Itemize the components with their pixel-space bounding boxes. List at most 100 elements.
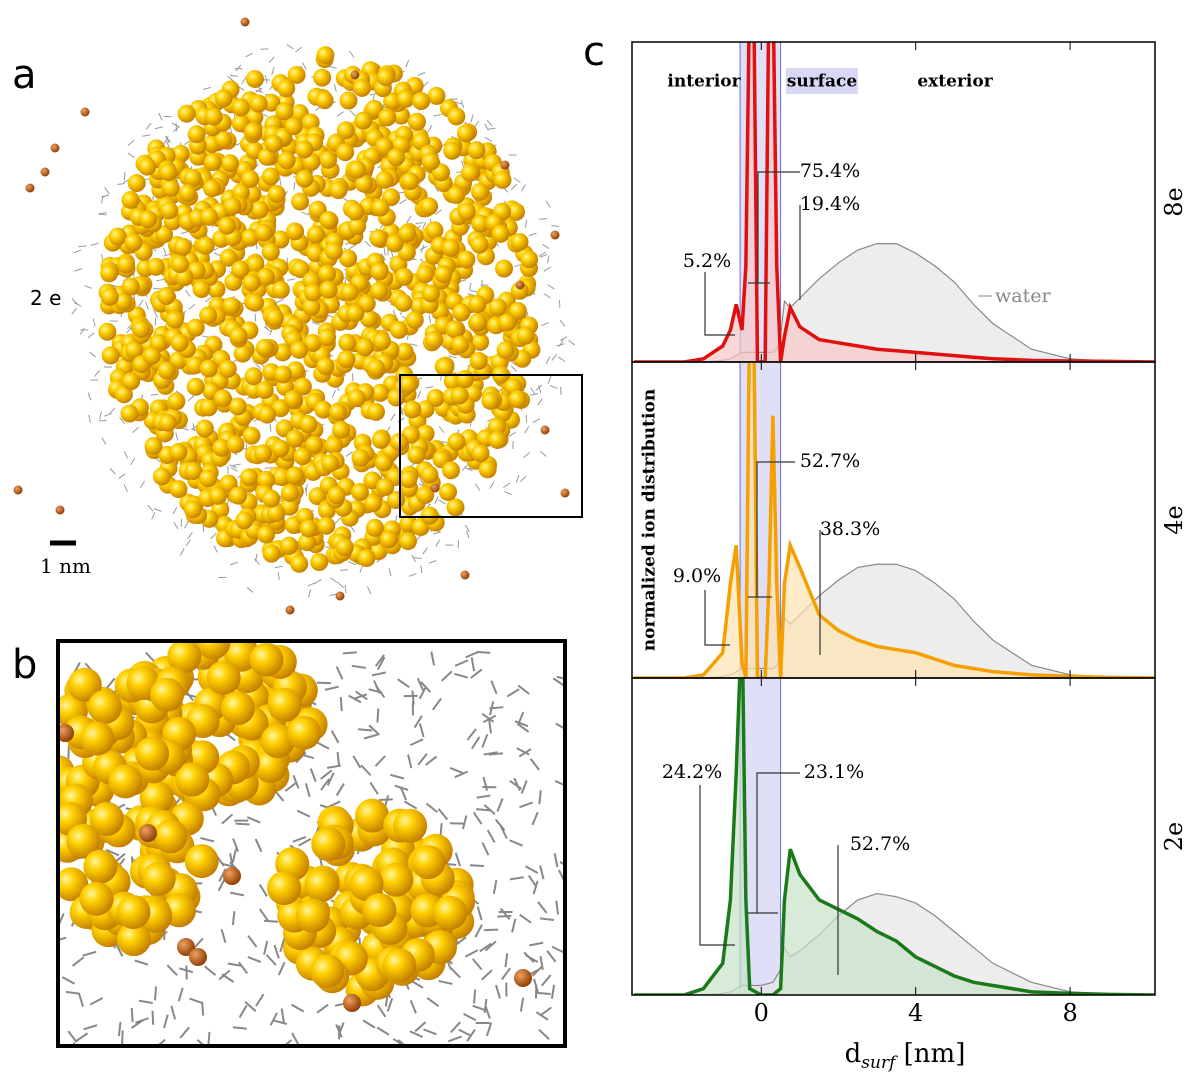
solvent bbox=[230, 562, 238, 565]
solvent bbox=[388, 998, 393, 1011]
atom bbox=[348, 161, 366, 179]
solvent bbox=[233, 849, 236, 863]
solvent bbox=[349, 245, 356, 249]
atom bbox=[304, 868, 338, 902]
atom bbox=[356, 338, 374, 356]
solvent bbox=[151, 394, 159, 395]
solvent bbox=[372, 672, 386, 675]
solvent bbox=[205, 966, 216, 975]
solvent bbox=[185, 290, 190, 296]
solvent bbox=[153, 1011, 154, 1025]
atom bbox=[387, 148, 405, 166]
solvent bbox=[507, 689, 519, 696]
solvent bbox=[438, 809, 447, 820]
atom bbox=[246, 294, 264, 312]
solvent bbox=[317, 1005, 328, 1013]
solvent bbox=[418, 73, 425, 76]
ion bbox=[501, 161, 510, 170]
solvent bbox=[276, 299, 283, 302]
x-label-base: d bbox=[845, 1039, 862, 1069]
atom bbox=[325, 242, 343, 260]
atom bbox=[366, 519, 384, 537]
solvent bbox=[124, 172, 125, 180]
atom bbox=[370, 263, 388, 281]
atom bbox=[373, 332, 391, 350]
solvent bbox=[208, 1032, 209, 1046]
charts: 8e5.2%75.4%19.4%water4e9.0%52.7%38.3%048… bbox=[632, 0, 1188, 1027]
solvent bbox=[552, 985, 554, 999]
solvent bbox=[426, 756, 437, 765]
atom bbox=[422, 153, 440, 171]
atom bbox=[325, 436, 343, 454]
solvent bbox=[264, 941, 267, 955]
ion bbox=[26, 184, 35, 193]
solvent bbox=[485, 137, 492, 141]
atom bbox=[304, 283, 322, 301]
solvent bbox=[365, 241, 371, 246]
solvent bbox=[473, 959, 482, 970]
atom bbox=[274, 365, 292, 383]
solvent bbox=[390, 775, 404, 779]
atom bbox=[375, 454, 393, 472]
atom bbox=[174, 238, 192, 256]
solvent bbox=[474, 812, 482, 824]
ion bbox=[81, 108, 90, 117]
solvent bbox=[548, 255, 550, 263]
atom bbox=[267, 871, 301, 905]
atom bbox=[452, 304, 470, 322]
solvent bbox=[329, 66, 337, 68]
atom bbox=[338, 334, 356, 352]
ion bbox=[516, 281, 525, 290]
atom bbox=[80, 721, 114, 755]
solvent bbox=[76, 1033, 88, 1041]
solvent bbox=[520, 802, 533, 807]
x-axis-label: dsurf [nm] bbox=[845, 1039, 966, 1073]
solvent bbox=[74, 303, 81, 307]
solvent bbox=[233, 911, 235, 925]
solvent bbox=[100, 412, 102, 420]
solvent bbox=[522, 781, 527, 794]
percentage: 52.7% bbox=[850, 833, 910, 855]
atom bbox=[203, 179, 221, 197]
solvent bbox=[407, 216, 411, 223]
solvent bbox=[455, 660, 468, 666]
solvent bbox=[89, 415, 91, 423]
solvent bbox=[334, 84, 336, 92]
solvent bbox=[266, 955, 275, 965]
solvent bbox=[423, 548, 428, 554]
solvent bbox=[358, 729, 372, 730]
solvent bbox=[135, 961, 148, 965]
solvent bbox=[338, 582, 344, 587]
ion bbox=[223, 867, 241, 885]
solvent bbox=[378, 1005, 386, 1017]
solvent bbox=[541, 323, 548, 326]
atom bbox=[200, 208, 218, 226]
solvent bbox=[95, 370, 100, 376]
solvent bbox=[72, 308, 77, 314]
atom bbox=[479, 460, 497, 478]
solvent bbox=[487, 128, 495, 129]
solvent bbox=[501, 826, 507, 839]
solvent bbox=[464, 1014, 476, 1020]
solvent bbox=[514, 178, 521, 183]
atom bbox=[263, 545, 281, 563]
solvent bbox=[552, 947, 565, 953]
atom bbox=[319, 281, 337, 299]
atom bbox=[221, 691, 255, 725]
solvent bbox=[511, 366, 516, 372]
atom bbox=[160, 201, 178, 219]
solvent bbox=[124, 451, 127, 458]
zoom-render bbox=[41, 625, 573, 1056]
atom bbox=[456, 370, 474, 388]
solvent bbox=[410, 1031, 423, 1037]
atom bbox=[461, 164, 479, 182]
atom bbox=[393, 809, 427, 843]
atom bbox=[184, 500, 202, 518]
atom bbox=[377, 68, 395, 86]
atom bbox=[336, 143, 354, 161]
solvent bbox=[538, 399, 542, 406]
atom bbox=[229, 487, 247, 505]
solvent bbox=[472, 657, 474, 671]
solvent bbox=[273, 1020, 287, 1024]
solvent bbox=[101, 195, 109, 197]
